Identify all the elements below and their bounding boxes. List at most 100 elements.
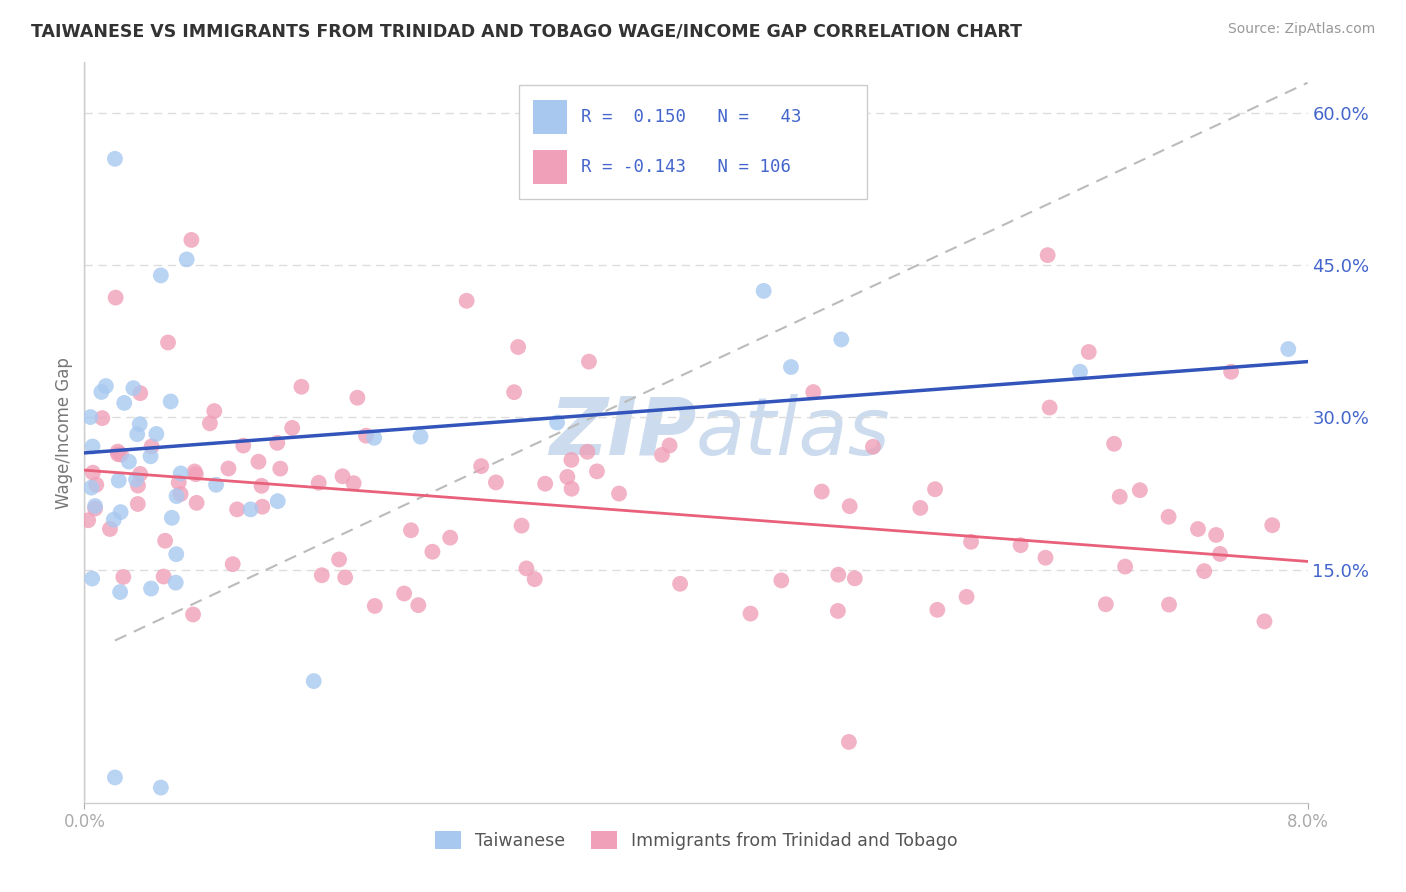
Point [112, 570, 135, 584]
Point [955, 590, 977, 604]
Point [90, 384, 112, 399]
Point [198, 417, 221, 431]
Text: atlas: atlas [696, 393, 891, 472]
Point [247, 455, 270, 469]
Point [927, 603, 949, 617]
Point [780, 359, 803, 374]
Point [1114, 559, 1136, 574]
Point [838, 735, 860, 749]
Point [1036, 248, 1059, 262]
Point [290, 380, 312, 394]
Point [827, 567, 849, 582]
Point [125, 473, 148, 487]
Point [80, 481, 103, 495]
Point [311, 568, 333, 582]
Point [159, 394, 181, 409]
Point [112, 396, 135, 410]
Point [84, 499, 107, 513]
Point [145, 426, 167, 441]
Point [770, 574, 793, 588]
Point [503, 385, 526, 400]
Point [186, 496, 208, 510]
Point [651, 448, 673, 462]
Point [202, 404, 225, 418]
Point [166, 489, 188, 503]
Point [1010, 538, 1032, 552]
Point [658, 438, 681, 452]
Point [91, 411, 114, 425]
Point [129, 467, 152, 481]
Point [98, 522, 121, 536]
Y-axis label: Wage/Income Gap: Wage/Income Gap [55, 357, 73, 508]
Text: ZIP: ZIP [548, 393, 696, 472]
Point [392, 586, 415, 600]
Point [252, 500, 274, 514]
Text: Source: ZipAtlas.com: Source: ZipAtlas.com [1227, 22, 1375, 37]
Point [226, 502, 249, 516]
Point [176, 252, 198, 267]
Point [308, 475, 330, 490]
Point [1039, 401, 1062, 415]
Point [107, 444, 129, 458]
Point [561, 482, 583, 496]
Point [1129, 483, 1152, 498]
Point [1187, 522, 1209, 536]
Point [84, 477, 107, 491]
Point [169, 487, 191, 501]
Point [827, 604, 849, 618]
Point [485, 475, 508, 490]
Point [153, 533, 176, 548]
Point [506, 340, 529, 354]
Point [165, 575, 187, 590]
Point [510, 518, 533, 533]
Point [269, 461, 291, 475]
Point [302, 674, 325, 689]
Point [607, 486, 630, 500]
Point [165, 547, 187, 561]
Point [239, 502, 262, 516]
Point [1035, 550, 1057, 565]
Point [94, 379, 117, 393]
Point [332, 469, 354, 483]
Point [669, 576, 692, 591]
Point [515, 561, 537, 575]
Point [333, 570, 356, 584]
Point [217, 461, 239, 475]
Point [408, 598, 430, 612]
Point [128, 417, 150, 432]
Point [364, 599, 387, 613]
Point [328, 552, 350, 566]
Point [399, 523, 422, 537]
Text: R = -0.143   N = 106: R = -0.143 N = 106 [581, 158, 792, 177]
Point [1205, 528, 1227, 542]
Point [740, 607, 762, 621]
Point [910, 500, 932, 515]
Point [250, 479, 273, 493]
Point [409, 430, 432, 444]
Point [578, 354, 600, 368]
Point [1277, 342, 1299, 356]
Point [183, 465, 205, 479]
Point [149, 268, 172, 283]
Point [266, 436, 288, 450]
Point [167, 475, 190, 490]
Point [79, 410, 101, 425]
Point [1261, 518, 1284, 533]
Point [810, 484, 832, 499]
Point [157, 335, 180, 350]
Point [267, 494, 290, 508]
Bar [533, 100, 568, 134]
Point [122, 381, 145, 395]
Point [1102, 437, 1125, 451]
Point [586, 464, 609, 478]
Point [456, 293, 478, 308]
Point [546, 416, 568, 430]
Point [108, 585, 131, 599]
Point [557, 470, 579, 484]
Point [560, 453, 582, 467]
Point [141, 440, 163, 454]
Point [346, 391, 368, 405]
Point [281, 421, 304, 435]
Point [82, 572, 104, 586]
Point [127, 478, 149, 492]
